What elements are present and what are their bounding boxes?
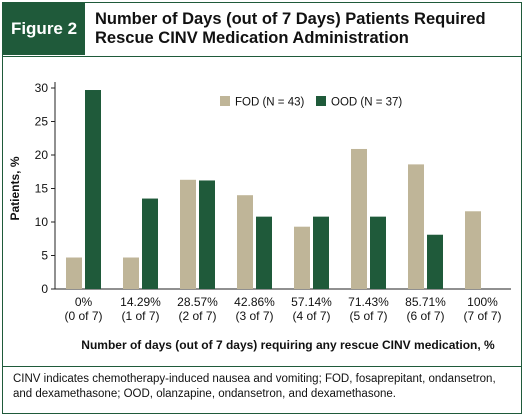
y-tick-label: 10 — [35, 215, 49, 229]
x-tick-sublabel: (6 of 7) — [406, 309, 444, 323]
bar-ood-5 — [370, 216, 386, 289]
figure-frame: Figure 2 Number of Days (out of 7 Days) … — [2, 2, 522, 414]
x-tick-label: 42.86% — [234, 295, 275, 309]
bar-ood-4 — [313, 216, 329, 289]
bar-ood-0 — [85, 90, 101, 289]
y-tick-label: 25 — [35, 115, 49, 129]
x-tick-label: 85.71% — [405, 295, 446, 309]
x-tick-label: 14.29% — [120, 295, 161, 309]
x-tick-label: 28.57% — [177, 295, 218, 309]
bar-fod-7 — [465, 211, 481, 289]
y-tick-label: 5 — [41, 249, 48, 263]
x-tick-sublabel: (0 of 7) — [64, 309, 102, 323]
y-tick-label: 20 — [35, 148, 49, 162]
x-axis-label: Number of days (out of 7 days) requiring… — [81, 338, 495, 352]
y-axis-label: Patients, % — [8, 156, 22, 220]
bar-fod-1 — [123, 257, 139, 289]
x-tick-label: 57.14% — [291, 295, 332, 309]
chart-title-line-2: Rescue CINV Medication Administration — [95, 29, 409, 47]
bar-fod-6 — [408, 164, 424, 289]
bar-fod-5 — [351, 148, 367, 289]
y-tick-label: 15 — [35, 182, 49, 196]
chart-title: Number of Days (out of 7 Days) Patients … — [95, 10, 515, 48]
bar-fod-2 — [180, 179, 196, 289]
x-tick-sublabel: (2 of 7) — [178, 309, 216, 323]
bar-fod-3 — [237, 195, 253, 289]
x-tick-sublabel: (1 of 7) — [121, 309, 159, 323]
bar-ood-6 — [427, 234, 443, 289]
bar-ood-2 — [199, 180, 215, 289]
chart-area: 0 5 10 15 20 25 30 Patients, % 0% (0 of 7) 14.29%(… — [3, 57, 519, 360]
x-tick-sublabel: (5 of 7) — [349, 309, 387, 323]
y-tick-label: 0 — [41, 282, 48, 296]
y-tick-label: 30 — [35, 81, 49, 95]
x-tick-sublabel: (4 of 7) — [292, 309, 330, 323]
x-tick-sublabel: (3 of 7) — [235, 309, 273, 323]
legend-swatch-ood — [316, 96, 326, 106]
x-tick-sublabel: (7 of 7) — [463, 309, 501, 323]
x-tick-label: 100% — [467, 295, 498, 309]
x-tick-label: 71.43% — [348, 295, 389, 309]
bar-fod-4 — [294, 226, 310, 289]
footnote: CINV indicates chemotherapy-induced naus… — [3, 366, 521, 413]
figure-label: Figure 2 — [3, 3, 85, 55]
legend-label-fod: FOD (N = 43) — [235, 97, 305, 109]
bar-ood-1 — [142, 198, 158, 289]
x-tick-label: 0% — [75, 295, 93, 309]
legend-swatch-fod — [220, 96, 230, 106]
chart-title-line-1: Number of Days (out of 7 Days) Patients … — [95, 10, 486, 28]
bar-ood-3 — [256, 216, 272, 289]
figure-header: Figure 2 Number of Days (out of 7 Days) … — [3, 3, 521, 57]
bar-fod-0 — [66, 257, 82, 289]
legend-label-ood: OOD (N = 37) — [331, 97, 402, 109]
